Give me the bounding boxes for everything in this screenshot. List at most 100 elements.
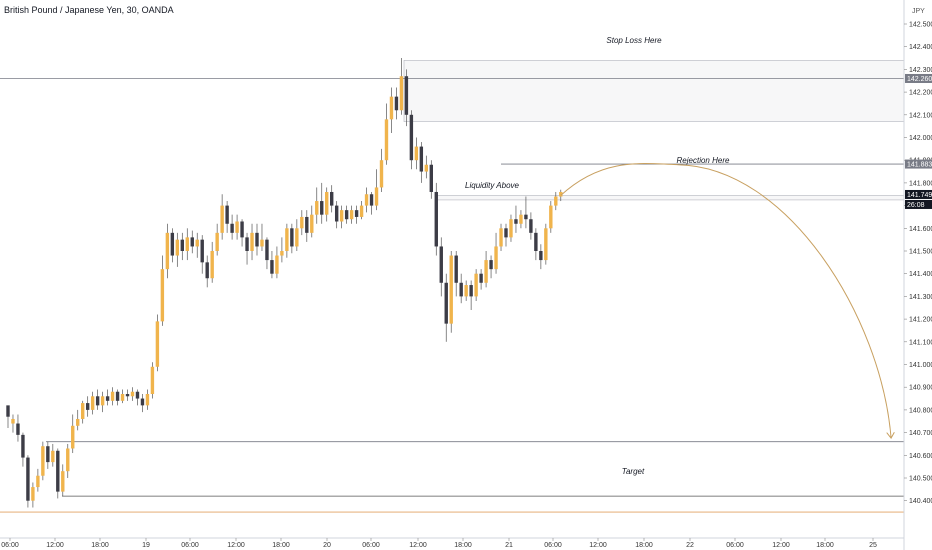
x-tick-label: 20 [323,542,331,549]
x-tick-label: 18:00 [635,542,653,549]
candle [559,189,563,202]
candle [155,314,160,372]
candle [344,205,349,224]
candle [349,205,354,224]
x-tick-label: 06:00 [362,542,380,549]
candle [245,232,249,265]
candle [529,212,533,240]
x-tick-label: 06:00 [544,542,562,549]
candle [21,432,25,467]
candle [190,230,194,254]
annotation-label: Liquidity Above [465,181,520,190]
candle [85,396,90,417]
candle [11,414,15,433]
candle [95,389,100,410]
candle [359,201,364,220]
candle [434,182,438,256]
candle [105,389,110,406]
y-tick-label: 141.200 [909,317,932,324]
candle [499,223,503,251]
price-tag [905,199,932,209]
candle [160,255,165,326]
x-tick-label: 22 [686,542,694,549]
candle [270,251,274,279]
y-tick-label: 141.800 [909,180,932,187]
candle [61,464,65,497]
price-tag-label: 141.883 [907,162,932,169]
y-tick-label: 140.600 [909,453,932,460]
y-tick-label: 140.800 [909,407,932,414]
candle [6,405,10,429]
candle [120,389,125,404]
candle [374,169,379,211]
candle [260,223,264,251]
y-tick-label: 141.300 [909,294,932,301]
candle [424,155,429,179]
x-tick-label: 25 [869,542,877,549]
candle [280,237,284,263]
candle [449,251,453,333]
candle [56,448,60,499]
candle [36,468,40,492]
x-tick-label: 12:00 [772,542,790,549]
candle [90,391,95,415]
y-tick-label: 142.300 [909,67,932,74]
candle [514,205,518,233]
candle [220,194,224,240]
candle [31,482,35,508]
candle [474,269,478,301]
candle [170,228,175,263]
candle [549,201,553,233]
price-tag-label: 141.749 [907,192,932,199]
candle [210,241,214,283]
candle [200,235,204,274]
candle [379,148,384,192]
candle [404,69,409,127]
candle [290,223,294,254]
candle [320,182,324,224]
y-tick-label: 142.100 [909,112,932,119]
candle [484,251,488,288]
candle [240,219,244,247]
annotation-label: Target [622,467,645,476]
candle [150,362,155,399]
candle [534,228,538,261]
candle [524,196,528,229]
x-tick-label: 18:00 [816,542,834,549]
price-tag [905,73,932,83]
candle [414,137,419,170]
candle [354,205,359,224]
candle [494,232,498,274]
x-tick-label: 12:00 [227,542,245,549]
candle [325,187,329,222]
candle [205,255,209,288]
candle [554,191,558,211]
candle [285,223,289,258]
x-tick-label: 06:00 [726,542,744,549]
x-tick-label: 21 [505,542,513,549]
x-tick-label: 19 [142,542,150,549]
candle [504,223,508,247]
candle [185,228,189,261]
price-tag-label: 26:08 [907,202,925,209]
candle [145,389,150,410]
candle [519,210,523,229]
candle [459,273,463,304]
candle [295,219,299,251]
candle [310,205,314,238]
x-tick-label: 18:00 [272,542,290,549]
candle [195,232,199,258]
candle [364,187,369,213]
candle [180,232,184,261]
candle [46,441,50,469]
candle [215,223,219,256]
projection-curve [560,163,891,438]
candle [399,58,404,115]
candle [394,87,399,120]
y-tick-label: 140.500 [909,476,932,483]
candle [539,244,543,270]
candle [305,210,309,242]
candle [315,187,319,224]
candle [175,232,180,267]
